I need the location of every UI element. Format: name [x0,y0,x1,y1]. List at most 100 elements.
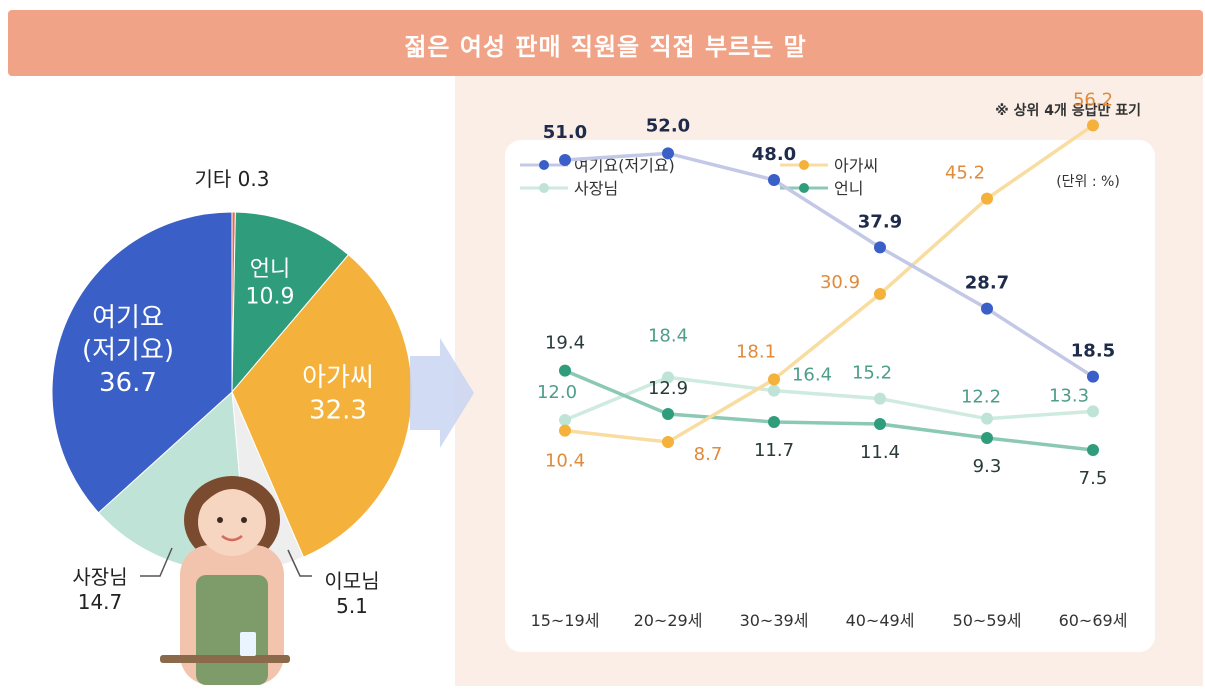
data-label: 18.4 [648,325,688,346]
x-tick-label: 40~49세 [846,611,915,630]
data-label: 10.4 [545,451,585,472]
legend-item-yeogiyo: 여기요(저기요) [520,156,675,175]
series-line-yeogiyo [564,151,1094,379]
data-point [662,436,674,448]
header-banner: 젊은 여성 판매 직원을 직접 부르는 말 [8,10,1203,76]
pie-label-gita: 기타 0.3 [195,167,270,191]
data-point [559,364,571,377]
data-label: 7.5 [1079,468,1108,489]
data-label: 30.9 [820,272,860,293]
data-label: 12.0 [537,382,577,403]
data-label: 13.3 [1049,385,1089,406]
svg-text:아가씨: 아가씨 [834,156,878,175]
data-label: 12.2 [961,387,1001,408]
data-point [981,192,993,205]
data-label: 37.9 [858,211,902,232]
data-point [768,384,780,397]
series-eonni: 19.4 12.9 11.7 11.4 9.3 7.5 [545,333,1107,489]
svg-text:여기요(저기요): 여기요(저기요) [574,156,675,175]
data-point [874,241,886,254]
data-point [559,424,571,437]
legend-item-eonni: 언니 [780,179,863,198]
pie-leader-lines [140,547,312,577]
data-point [559,154,571,166]
data-label: 15.2 [852,363,892,384]
data-label: 19.4 [545,333,585,354]
series-agassi: 10.4 8.7 18.1 30.9 45.2 56.2 [545,89,1113,471]
svg-text:이모님: 이모님 [324,569,379,593]
footnote: ※ 상위 4개 응답만 표기 [995,103,1141,119]
data-label: 48.0 [752,144,796,165]
data-point [559,414,571,426]
svg-text:기타 0.3: 기타 0.3 [195,167,270,191]
data-label: 18.5 [1071,341,1115,362]
svg-text:사장님: 사장님 [72,565,127,589]
data-point [662,147,674,160]
x-tick-label: 50~59세 [953,611,1022,630]
svg-text:사장님: 사장님 [574,179,618,198]
series-line-agassi [564,123,1094,444]
x-tick-label: 30~39세 [740,611,809,630]
data-label: 28.7 [965,273,1009,294]
data-label: 9.3 [973,456,1002,477]
data-point [1087,119,1099,132]
data-point [981,432,993,444]
series-sajangnim: 12.0 18.4 16.4 15.2 12.2 13.3 [537,325,1099,426]
svg-text:5.1: 5.1 [336,594,368,618]
data-point [662,371,674,384]
data-label: 16.4 [792,365,832,386]
svg-text:10.9: 10.9 [246,285,295,310]
pie-slice-eonni [231,211,350,394]
legend-item-agassi: 아가씨 [780,156,878,175]
data-point [874,418,886,430]
arrow-right-icon [410,338,474,448]
data-label: 12.9 [648,378,688,399]
svg-text:(저기요): (저기요) [82,336,174,366]
series-yeogiyo: 51.0 52.0 48.0 37.9 28.7 18.5 [543,115,1115,383]
pie-label-eonni: 언니 10.9 [246,257,295,310]
pie-slice-agassi [231,254,413,558]
data-point [981,302,993,315]
data-label: 11.4 [860,442,900,463]
pie-label-yeogiyo: 여기요(저기요)36.7 [82,303,174,398]
data-label: 18.1 [736,341,776,362]
data-point [874,392,886,405]
data-point [1087,444,1099,456]
data-point [1087,405,1099,418]
svg-text:36.7: 36.7 [99,368,157,398]
data-point [874,288,886,300]
svg-text:여기요: 여기요 [92,303,164,333]
x-tick-label: 60~69세 [1059,611,1128,630]
data-point [768,416,780,428]
data-point [768,174,780,186]
data-label: 8.7 [694,444,723,465]
data-label: 11.7 [754,440,794,461]
data-point [768,373,780,386]
svg-text:언니: 언니 [834,179,863,198]
legend-item-sajangnim: 사장님 [520,179,618,198]
pie-slice-yeogiyo [51,211,233,514]
data-label: 45.2 [945,163,985,184]
svg-text:32.3: 32.3 [309,396,367,426]
svg-text:14.7: 14.7 [78,590,123,614]
data-label: 52.0 [646,115,690,136]
x-tick-label: 15~19세 [531,611,600,630]
x-tick-label: 20~29세 [634,611,703,630]
data-point [1087,370,1099,383]
data-point [981,412,993,425]
series-line-eonni [564,369,1094,452]
unit-label: (단위 : %) [1056,174,1120,190]
svg-text:언니: 언니 [250,257,290,282]
clerk-illustration [160,476,290,685]
data-point [662,408,674,420]
data-label: 51.0 [543,122,587,143]
svg-text:아가씨: 아가씨 [302,363,374,393]
page-title: 젊은 여성 판매 직원을 직접 부르는 말 [404,33,807,61]
series-line-sajangnim [564,375,1094,422]
